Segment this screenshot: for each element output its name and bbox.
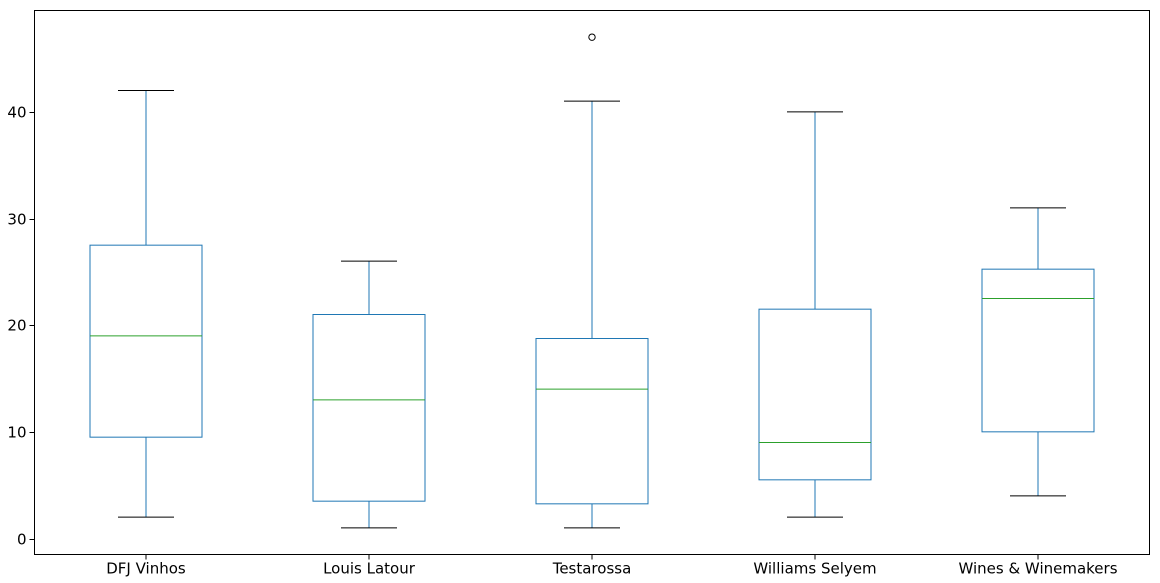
box-iqr [535,338,649,505]
x-tick-label: Wines & Winemakers [958,560,1117,578]
box-group-1 [312,260,426,529]
box-group-4 [981,207,1095,497]
box-iqr [758,308,872,481]
y-tick-label: 10 [7,424,26,442]
y-tick-label: 30 [7,211,26,229]
x-tick-label: Louis Latour [323,560,416,578]
y-tick-label: 20 [7,317,26,335]
y-axis: 0 10 20 30 40 [7,104,35,549]
y-tick-label: 40 [7,104,26,122]
box-iqr [89,244,203,438]
box-group-0 [89,90,203,518]
box-group-2 [535,33,649,529]
box-iqr [981,268,1095,433]
x-axis: DFJ Vinhos Louis Latour Testarossa Williams… [106,554,1118,578]
outlier-point [588,33,596,41]
y-tick-label: 0 [17,531,27,549]
x-tick-label: Testarossa [552,560,632,578]
x-tick-label: Williams Selyem [753,560,876,578]
axes-frame [34,10,1150,555]
box-iqr [312,314,426,502]
x-tick-label: DFJ Vinhos [106,560,186,578]
box-group-3 [758,111,872,518]
plot-area [89,33,1095,529]
